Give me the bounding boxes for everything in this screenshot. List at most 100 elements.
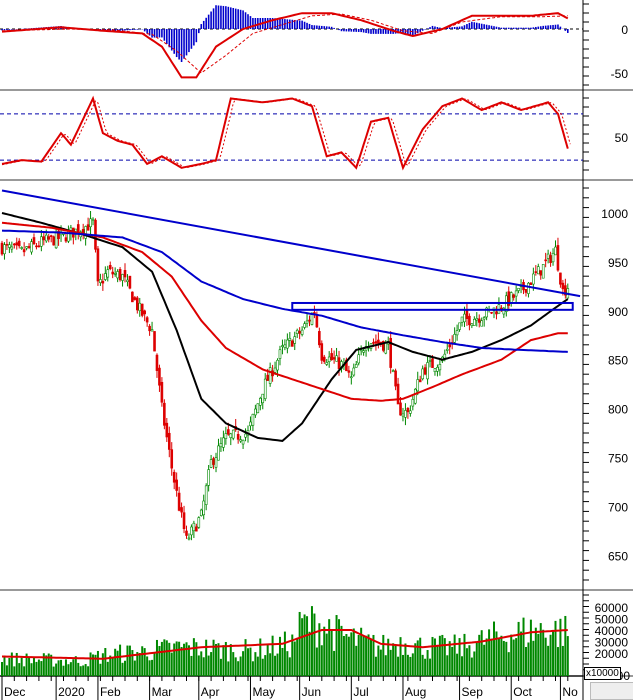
candle-down [266,374,269,381]
volume-bar [165,640,168,676]
x-tick-label: No [562,685,578,699]
candle-up [551,252,555,263]
volume-bar [281,647,284,676]
volume-bar [40,661,43,676]
volume-bar [20,657,23,676]
volume-bar [446,655,449,676]
volume-bar [197,655,200,676]
candle-down [389,337,392,368]
candle-down [163,402,166,426]
volume-bar [106,661,109,676]
volume-bar [207,655,210,676]
volume-bar [222,645,225,676]
volume-bar [387,638,390,676]
candle-down [396,383,400,405]
volume-bar [480,630,483,676]
volume-bar [520,631,523,676]
candle-up [352,367,356,376]
ma-black-line [1,212,569,442]
volume-bar [436,646,439,676]
volume-bar [524,646,527,676]
candle-down [160,381,164,403]
volume-bar [328,619,331,676]
candle-up [426,362,429,380]
volume-bar [96,650,99,676]
candle-up [254,408,257,416]
candle-up [106,269,110,278]
candle-down [22,249,26,253]
price-tick-label: 700 [608,500,628,514]
volume-bar [338,619,341,676]
candle-up [293,336,297,344]
candle-up [256,403,260,414]
volume-bar [92,654,95,676]
volume-bar [254,652,257,676]
volume-bar [10,652,13,676]
x-tick-label: Oct [513,685,532,699]
volume-bar [308,631,311,676]
candle-up [327,356,331,362]
candle-down [133,297,137,300]
volume-bar [215,644,218,676]
volume-bar [512,639,515,676]
x-tick-label: Sep [462,685,484,699]
candle-down [123,270,127,278]
candle-down [315,314,319,328]
volume-bar [288,657,291,676]
candle-up [99,279,102,283]
volume-bar [515,638,518,676]
candle-down [17,240,21,247]
candle-up [229,433,233,438]
volume-bar [276,653,279,676]
volume-bar [278,636,281,676]
volume-bar [141,646,144,676]
candle-down [143,310,146,315]
candle-up [217,445,220,461]
volume-bar [104,648,107,676]
volume-bar [23,666,26,676]
candle-up [470,323,474,326]
volume-bar [259,638,262,676]
candle-up [286,339,289,349]
candle-down [37,245,41,248]
candle-up [268,367,272,384]
candle-up [8,244,11,248]
candle-down [0,242,4,255]
volume-bar [291,634,294,676]
candle-down [212,458,215,465]
candle-up [502,307,506,315]
volume-bar [116,650,119,676]
candle-up [335,355,338,362]
candle-down [86,224,90,231]
volume-bar [244,639,247,676]
volume-bar [5,665,8,676]
volume-bar [175,641,178,676]
candle-down [236,434,240,440]
volume-bar [470,657,473,676]
scroll-box[interactable] [590,682,633,700]
volume-bar [333,650,336,676]
volume-bar [401,654,404,676]
candle-down [175,479,178,491]
candle-down [512,294,515,298]
candle-down [27,246,31,248]
candle-up [224,433,228,439]
candle-down [539,270,543,276]
volume-bar [384,655,387,676]
volume-bar [529,619,532,676]
volume-bar [131,650,134,676]
volume-bar [283,631,286,676]
volume-bar [57,660,60,676]
candle-down [477,318,481,323]
volume-bar [89,652,92,676]
candle-down [374,341,378,344]
candle-down [57,230,60,239]
volume-bar [155,639,158,676]
x-tick-label: Mar [152,685,173,699]
volume-bar [473,651,476,676]
volume-bar [261,658,264,676]
volume-bar [160,641,163,676]
candle-down [490,311,493,314]
candle-down [507,291,511,306]
x-tick-label: Dec [4,685,25,699]
